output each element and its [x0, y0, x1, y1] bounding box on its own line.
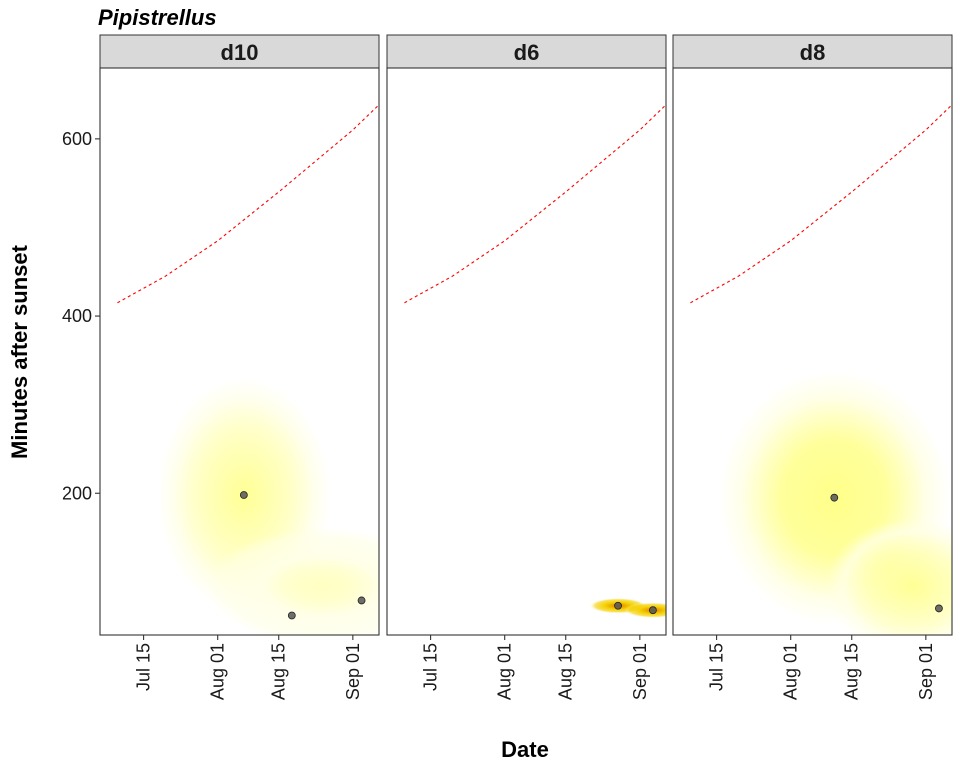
facet-strip-label: d6 [514, 40, 540, 65]
plot-area [117, 104, 379, 635]
density-blob [624, 602, 666, 618]
x-tick-label: Jul 15 [421, 643, 441, 691]
y-tick-label: 400 [62, 306, 92, 326]
x-tick-label: Aug 01 [495, 643, 515, 700]
data-point [649, 606, 657, 615]
density-blob [207, 527, 379, 635]
y-tick-label: 600 [62, 129, 92, 149]
data-point [239, 491, 248, 499]
y-axis: 200 400 600 [62, 129, 100, 503]
reference-line [690, 104, 952, 304]
facet-strip-label: d10 [221, 40, 259, 65]
facet-panel-d6: d6 Jul 15 Aug 01 Aug 15 Sep 01 [386, 34, 667, 700]
facet-panel-d10: d10 Jul 15 Aug 01 Aug 15 Sep 01 [99, 34, 380, 700]
y-axis-title: Minutes after sunset [7, 244, 32, 459]
plot-area [690, 104, 952, 635]
x-tick-label: Sep 01 [916, 643, 936, 700]
chart-title: Pipistrellus [98, 5, 217, 30]
x-tick-label: Aug 15 [842, 643, 862, 700]
x-tick-label: Aug 01 [781, 643, 801, 700]
panel-border [99, 67, 380, 636]
reference-line [117, 104, 379, 304]
data-point [830, 493, 839, 502]
x-tick-label: Sep 01 [343, 643, 363, 700]
data-point [357, 596, 366, 605]
y-tick-label: 200 [62, 483, 92, 503]
panel-background [387, 68, 666, 635]
density-blob [826, 518, 952, 635]
reference-line [404, 104, 666, 304]
data-point [614, 601, 622, 610]
facet-strip-label: d8 [800, 40, 826, 65]
data-point [935, 604, 943, 613]
facet-strip [99, 34, 380, 69]
panel-border [386, 67, 667, 636]
data-point [287, 611, 296, 620]
x-axis-title: Date [501, 737, 549, 762]
x-tick-label: Aug 15 [269, 643, 289, 700]
x-tick-label: Aug 01 [208, 643, 228, 700]
panels-layer: d10 Jul 15 Aug 01 Aug 15 Sep 01 d6 Jul 15 Aug 0… [99, 34, 953, 700]
x-tick-label: Jul 15 [134, 643, 154, 691]
plot-area [404, 104, 666, 618]
x-tick-label: Sep 01 [630, 643, 650, 700]
facet-panel-d8: d8 Jul 15 Aug 01 Aug 15 Sep 01 [672, 34, 953, 700]
facet-strip [386, 34, 667, 69]
facet-strip [672, 34, 953, 69]
x-tick-label: Jul 15 [707, 643, 727, 691]
x-tick-label: Aug 15 [556, 643, 576, 700]
panel-border [672, 67, 953, 636]
